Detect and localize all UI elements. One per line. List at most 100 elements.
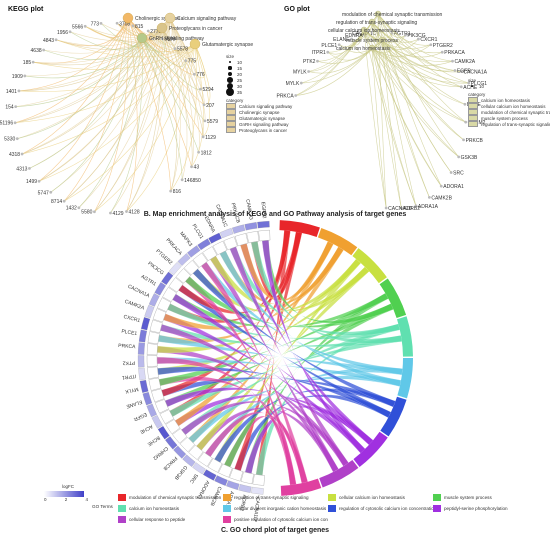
size-legend-label: 30 — [236, 83, 242, 89]
kegg-gene-label-1812: 1812 — [201, 150, 212, 156]
chord-legend-label: calcium ion homeostasis — [129, 506, 180, 511]
go-gene-node — [464, 120, 468, 124]
kegg-edge — [78, 37, 143, 208]
chord-gene-arc-gsk3b — [188, 444, 204, 460]
go-gene-node — [326, 50, 330, 54]
chord-gene-arc-elane — [151, 388, 165, 403]
chord-legend-label: muscle system process — [444, 495, 492, 500]
chord-logfc-cell-adora1 — [203, 469, 217, 481]
chord-term-legend: modulation of chemical synaptic transmis… — [118, 494, 538, 523]
kegg-gene-label-1432: 1432 — [66, 206, 77, 212]
chord-gene-label-bche: BCHE — [146, 434, 161, 447]
go-edge — [377, 13, 387, 209]
chord-legend-label: modulation of chemical synaptic transmis… — [129, 495, 222, 500]
go-size-legend: 10 — [468, 83, 550, 89]
category-legend-row: muscle system process — [468, 115, 550, 121]
kegg-edge — [169, 17, 181, 192]
chord-gene-label-src: SRC — [188, 472, 199, 484]
chord-logfc-cell-elane — [142, 392, 153, 406]
chord-logfc-cell-egfr2 — [257, 221, 270, 229]
chord-gene-arc-bche — [165, 419, 181, 435]
chord-logfc-cell-mapk3 — [187, 245, 201, 258]
chord-logfc-cell-prkaca — [177, 253, 191, 266]
kegg-edge — [55, 27, 163, 50]
kegg-edge — [169, 17, 188, 180]
chord-term-arc-muscle-system-process — [379, 278, 407, 319]
chord-logfc-cell-cacna1a — [148, 293, 160, 307]
kegg-gene-node — [197, 150, 201, 154]
logfc-legend: logFC 0 2 4 — [44, 484, 88, 502]
chord-legend-item-cellular-divalent-inorganic-cation-homeostasis: cellular divalent inorganic cation homeo… — [223, 505, 328, 512]
go-gene-node — [307, 70, 311, 73]
size-legend-row: 25 — [226, 77, 292, 83]
chord-term-arc-modulation-of-chemical-synaptic-transmission — [279, 220, 320, 237]
kegg-gene-node — [17, 89, 21, 93]
kegg-gene-label-776: 776 — [196, 72, 205, 78]
category-swatch — [226, 103, 236, 109]
logfc-tick-4: 4 — [85, 497, 88, 502]
go-size-legend-title: size — [468, 78, 477, 83]
category-legend-row: modulation of chemical synaptic transmis… — [468, 109, 550, 115]
go-terms-legend-label: GO Terms — [92, 504, 113, 509]
go-gene-label-adora1: ADORA1 — [443, 184, 464, 190]
chord-gene-arc-camk2a — [152, 308, 167, 323]
kegg-gene-label-185: 185 — [23, 60, 32, 66]
chord-legend-swatch — [118, 505, 126, 512]
category-swatch — [468, 103, 478, 109]
chord-gene-arc-src — [197, 451, 213, 467]
go-term-node-modulation-of-chemical-synaptic-transmission — [374, 10, 382, 18]
kegg-edge — [50, 17, 171, 193]
go-gene-label-gsk3b: GSK3B — [461, 155, 478, 161]
go-gene-node — [459, 85, 463, 89]
go-edge — [381, 39, 462, 73]
chord-logfc-cell-cxcr1 — [141, 317, 151, 331]
size-dot — [227, 71, 233, 77]
kegg-edge — [55, 39, 196, 58]
chord-logfc-cell-cacna1c — [219, 228, 234, 239]
go-term-label-muscle-system-process: muscle system process — [346, 38, 398, 44]
chord-legend-label: regulation of cytosolic calcium ion conc… — [339, 506, 433, 511]
kegg-gene-node — [109, 211, 112, 215]
chord-legend-swatch — [223, 505, 231, 512]
chord-gene-label-ptk2: PTK2 — [122, 359, 135, 365]
size-legend-label: 10 — [237, 59, 243, 65]
chord-legend-swatch — [433, 494, 441, 501]
kegg-gene-node — [115, 21, 119, 25]
go-edge — [371, 21, 430, 198]
size-legend-label: 35 — [237, 89, 243, 95]
kegg-gene-node — [203, 119, 207, 123]
kegg-gene-node — [15, 137, 19, 141]
kegg-gene-node — [192, 72, 196, 76]
go-plot-title: GO plot — [284, 6, 310, 13]
go-edge — [371, 47, 387, 209]
chord-ribbon — [261, 240, 366, 454]
chord-ribbon — [185, 276, 297, 486]
chord-logfc-cell-ache — [151, 415, 163, 429]
chord-legend-item-modulation-of-chemical-synaptic-transmission: modulation of chemical synaptic transmis… — [118, 494, 223, 501]
kegg-gene-label-775: 775 — [188, 59, 197, 65]
kegg-gene-node — [77, 206, 81, 210]
kegg-edge — [169, 17, 206, 121]
go-gene-node — [427, 195, 431, 199]
kegg-gene-label-1499: 1499 — [26, 179, 37, 185]
chord-ribbon — [219, 250, 402, 387]
category-swatch — [226, 115, 236, 121]
chord-gene-label-plce1: PLCE1 — [121, 329, 138, 338]
chord-gene-label-camk2g: CAMK2G — [244, 199, 254, 221]
kegg-gene-label-4128: 4128 — [128, 210, 139, 216]
chord-legend-swatch — [223, 494, 231, 501]
kegg-gene-node — [93, 210, 96, 214]
kegg-gene-node — [49, 190, 53, 194]
chord-term-arc-peptidyl-serine-phosphorylation — [353, 431, 388, 468]
chord-legend-item-regulation-of-trans-synaptic-signaling: regulation of trans-synaptic signaling — [223, 494, 328, 501]
chord-gene-label-mapk3: MAPK3 — [178, 231, 193, 248]
chord-gene-label-elane: ELANE — [125, 398, 143, 409]
chord-gene-arc-agtr1 — [162, 287, 177, 302]
kegg-gene-node — [23, 74, 27, 78]
kegg-gene-node — [131, 24, 135, 28]
kegg-edge — [17, 17, 171, 139]
chord-gene-arc-prkca — [146, 343, 158, 356]
chord-term-arc-cellular-divalent-inorganic-cation-homeostasis — [397, 358, 414, 399]
go-term-label-modulation-of-chemical-synaptic-transmission: modulation of chemical synaptic transmis… — [342, 12, 443, 18]
